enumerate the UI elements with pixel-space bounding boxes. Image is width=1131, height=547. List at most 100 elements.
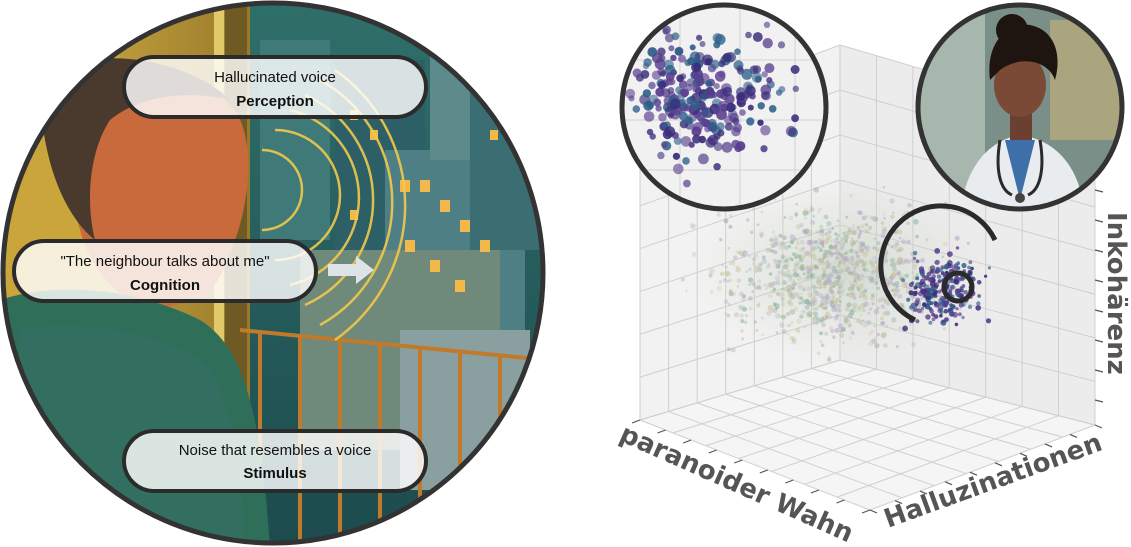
tick-mark xyxy=(1094,424,1103,429)
cloud-point xyxy=(812,215,815,218)
cloud-point xyxy=(837,304,841,308)
cloud-point xyxy=(855,251,859,255)
cloud-point xyxy=(846,319,851,324)
grid-line xyxy=(754,385,999,462)
cloud-point xyxy=(911,271,915,275)
cloud-point xyxy=(759,231,764,236)
cloud-point xyxy=(806,286,812,292)
cloud-point xyxy=(785,255,789,259)
cloud-point xyxy=(832,284,836,288)
cloud-point xyxy=(775,263,781,269)
cloud-point xyxy=(815,230,819,234)
zoom-point xyxy=(736,92,746,101)
cloud-point xyxy=(883,343,888,348)
cluster-point xyxy=(901,278,906,283)
tick-mark xyxy=(1094,249,1104,253)
grid-line xyxy=(738,387,950,460)
cloud-point xyxy=(880,321,885,326)
cluster-point xyxy=(952,304,956,309)
cloud-point xyxy=(783,216,787,219)
cloud-point xyxy=(871,302,875,306)
cloud-point xyxy=(798,301,802,305)
cloud-point xyxy=(777,292,783,297)
cloud-point xyxy=(830,251,835,256)
tick-mark xyxy=(708,449,717,454)
cloud-point xyxy=(906,259,911,264)
cloud-point xyxy=(807,232,812,237)
cloud-point xyxy=(723,218,729,224)
cloud-point xyxy=(858,295,862,299)
cloud-point xyxy=(802,272,806,276)
zoom-point xyxy=(643,111,655,122)
cloud-point xyxy=(831,268,837,274)
cluster-point xyxy=(985,318,992,324)
cloud-point xyxy=(752,262,755,266)
cloud-point xyxy=(773,234,779,241)
cloud-point xyxy=(857,307,862,312)
cloud-point xyxy=(853,266,857,270)
cloud-point xyxy=(807,292,813,298)
cloud-point xyxy=(730,347,736,353)
zoom-point xyxy=(722,86,733,97)
cluster-point xyxy=(938,268,944,273)
z-axis-label: Inkohärenz xyxy=(1101,212,1131,375)
cloud-point xyxy=(806,271,810,274)
cloud-point xyxy=(907,203,912,208)
cloud-point xyxy=(941,255,945,259)
cloud-point xyxy=(845,250,849,254)
cluster-point xyxy=(938,307,944,312)
cloud-point xyxy=(867,311,871,315)
cloud-point xyxy=(841,289,845,293)
cloud-point xyxy=(861,263,865,268)
tick-mark xyxy=(969,471,978,476)
cloud-point xyxy=(782,293,786,296)
zoom-point xyxy=(663,59,674,70)
cloud-point xyxy=(789,239,795,244)
cloud-point xyxy=(809,272,816,279)
cloud-point xyxy=(919,258,925,263)
cloud-point xyxy=(767,264,771,269)
cloud-point xyxy=(794,256,798,259)
cloud-point xyxy=(828,273,834,279)
cloud-point xyxy=(847,292,853,298)
zoom-point xyxy=(689,44,696,51)
cloud-point xyxy=(895,285,899,288)
cloud-point xyxy=(795,261,800,266)
cloud-point xyxy=(881,320,886,326)
cloud-point xyxy=(818,263,822,267)
zoom-point xyxy=(692,134,701,144)
zoom-point xyxy=(761,91,771,101)
cloud-point xyxy=(771,230,776,234)
cloud-point xyxy=(731,261,736,266)
zoom-point xyxy=(702,109,710,116)
cloud-point xyxy=(802,210,806,214)
cloud-point xyxy=(818,207,822,211)
tick-mark xyxy=(1094,219,1104,223)
cloud-point xyxy=(931,298,936,302)
zoom-point xyxy=(693,57,701,64)
cluster-point xyxy=(931,274,936,279)
cloud-point xyxy=(727,302,731,306)
cloud-point xyxy=(845,265,850,270)
cloud-point xyxy=(880,316,884,321)
cloud-point xyxy=(884,307,888,311)
cloud-point xyxy=(741,253,746,257)
cloud-point xyxy=(870,275,874,280)
grid-line xyxy=(639,419,871,511)
tick-mark xyxy=(894,500,903,505)
cloud-point xyxy=(728,291,734,297)
cloud-point xyxy=(821,316,826,321)
cloud-point xyxy=(870,263,875,268)
cloud-point xyxy=(842,232,846,235)
cloud-point xyxy=(805,299,811,305)
cloud-point xyxy=(753,320,757,324)
cloud-point xyxy=(891,317,897,323)
cloud-point xyxy=(860,276,865,281)
zoom-point xyxy=(679,111,688,121)
cloud-point xyxy=(863,301,869,307)
cloud-point xyxy=(862,251,868,257)
cloud-point xyxy=(834,232,838,236)
cloud-point xyxy=(836,279,840,283)
cloud-point xyxy=(852,288,855,292)
cloud-point xyxy=(810,248,816,253)
